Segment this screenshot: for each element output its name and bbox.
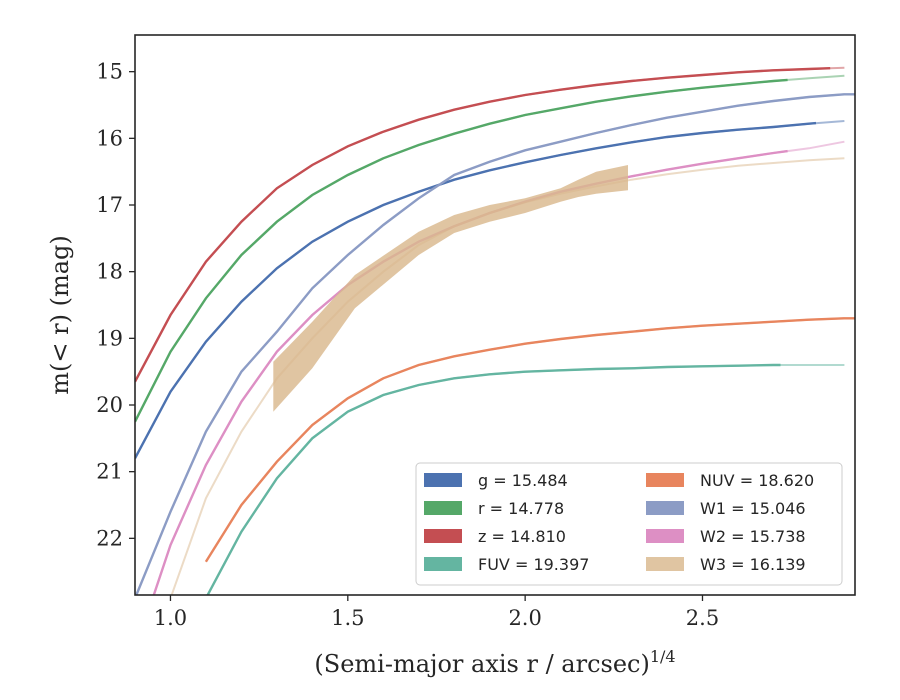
legend-swatch [424, 473, 462, 487]
x-tick-label: 2.0 [508, 606, 541, 630]
legend-swatch [646, 557, 684, 571]
series-fuv [206, 363, 845, 595]
series-nuv-line [204, 317, 855, 563]
y-tick-label: 18 [96, 260, 123, 284]
legend-label: NUV = 18.620 [700, 471, 814, 490]
series-z-line [135, 67, 831, 383]
y-tick-label: 15 [96, 60, 123, 84]
series-g-line [135, 121, 817, 459]
legend-swatch [646, 473, 684, 487]
legend-label: FUV = 19.397 [478, 555, 589, 574]
series-z-model-line [135, 66, 845, 383]
series-g [135, 120, 845, 459]
legend-label: r = 14.778 [478, 499, 564, 518]
series-w3-band [273, 165, 628, 412]
legend: g = 15.484 r = 14.778 z = 14.810 FUV = 19.3… [415, 462, 843, 586]
legend-swatch [646, 501, 684, 515]
series-layer [135, 66, 855, 595]
x-axis-title: (Semi-major axis r / arcsec)1/4 [314, 647, 675, 678]
legend-label: g = 15.484 [478, 471, 568, 490]
legend-swatch [424, 529, 462, 543]
legend-label: z = 14.810 [478, 527, 566, 546]
legend-item-w2: W2 = 15.738 [646, 527, 806, 546]
series-r [135, 74, 845, 423]
series-r-model-line [135, 74, 845, 423]
legend-label: W2 = 15.738 [700, 527, 806, 546]
legend-item-g: g = 15.484 [424, 471, 568, 490]
series-g-model-line [135, 120, 845, 459]
x-tick-label: 1.0 [154, 606, 187, 630]
legend-label: W1 = 15.046 [700, 499, 806, 518]
x-tick-label: 1.5 [331, 606, 364, 630]
series-w3 [170, 157, 845, 595]
legend-item-nuv: NUV = 18.620 [646, 471, 814, 490]
y-axis-title: m(< r) (mag) [46, 235, 74, 394]
legend-swatch [424, 501, 462, 515]
legend-swatch [424, 557, 462, 571]
legend-item-w1: W1 = 15.046 [646, 499, 806, 518]
series-w1 [135, 93, 855, 595]
legend-label: W3 = 16.139 [700, 555, 806, 574]
y-tick-label: 16 [96, 126, 123, 150]
y-tick-label: 19 [96, 326, 123, 350]
x-axis-title-exponent: 1/4 [650, 647, 676, 666]
x-tick-label: 2.5 [686, 606, 719, 630]
y-tick-label: 22 [96, 526, 123, 550]
legend-item-w3: W3 = 16.139 [646, 555, 806, 574]
plot-frame [134, 34, 856, 596]
tick-layer: 1.0 1.5 2.0 2.5 15 16 17 18 19 20 21 22 [96, 60, 719, 630]
legend-swatch [646, 529, 684, 543]
x-axis-title-text: (Semi-major axis r / arcsec) [314, 650, 649, 678]
y-tick-label: 21 [96, 460, 123, 484]
legend-item-r: r = 14.778 [424, 499, 564, 518]
series-w1-line [135, 93, 855, 595]
legend-item-fuv: FUV = 19.397 [424, 555, 589, 574]
series-z [135, 66, 845, 383]
series-nuv [204, 317, 855, 563]
series-w3-model-line [170, 157, 845, 595]
y-tick-label: 20 [96, 393, 123, 417]
series-r-line [135, 78, 788, 423]
y-tick-label: 17 [96, 193, 123, 217]
legend-item-z: z = 14.810 [424, 527, 566, 546]
series-fuv-line [206, 363, 781, 595]
legend-frame [415, 462, 843, 586]
